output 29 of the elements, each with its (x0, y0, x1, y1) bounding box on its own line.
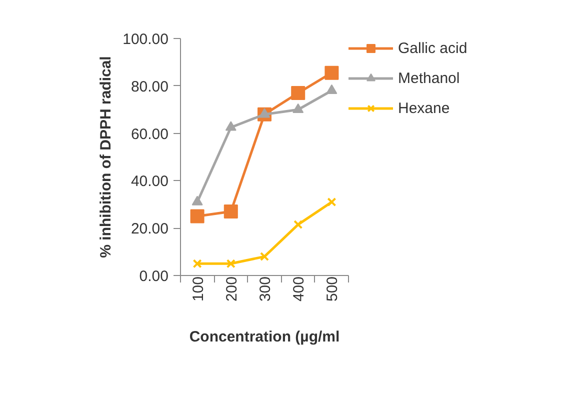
point (192, 259, 202, 268)
point (260, 252, 270, 262)
point (192, 196, 203, 206)
y-tick-label: 80.00 (130, 78, 169, 96)
point (224, 204, 238, 219)
point (324, 66, 339, 80)
y-axis-title: % inhibition of DPPH radical (98, 56, 115, 258)
legend-label: Gallic acid (398, 40, 468, 56)
point (294, 220, 303, 230)
legend-label: Methanol (398, 70, 460, 86)
y-tick-label: 0.00 (139, 268, 169, 285)
x-tick-label: 200 (223, 276, 240, 302)
x-axis-title: Concentration (µg/ml (189, 328, 340, 346)
point (292, 103, 304, 113)
point (226, 259, 236, 268)
legend-label: Hexane (398, 100, 450, 116)
x-tick-label: 500 (324, 276, 342, 302)
y-tick-label: 20.00 (130, 220, 169, 238)
x-tick-label: 300 (257, 276, 274, 302)
y-tick-label: 40.00 (130, 173, 169, 190)
x-tick-label: 100 (190, 276, 207, 302)
point (327, 197, 336, 207)
point (326, 84, 338, 94)
point (225, 121, 236, 131)
y-tick-label: 100.00 (122, 31, 169, 48)
point (291, 86, 306, 100)
y-tick-label: 60.00 (130, 126, 169, 143)
x-tick-label: 400 (290, 276, 308, 302)
point (190, 209, 204, 224)
